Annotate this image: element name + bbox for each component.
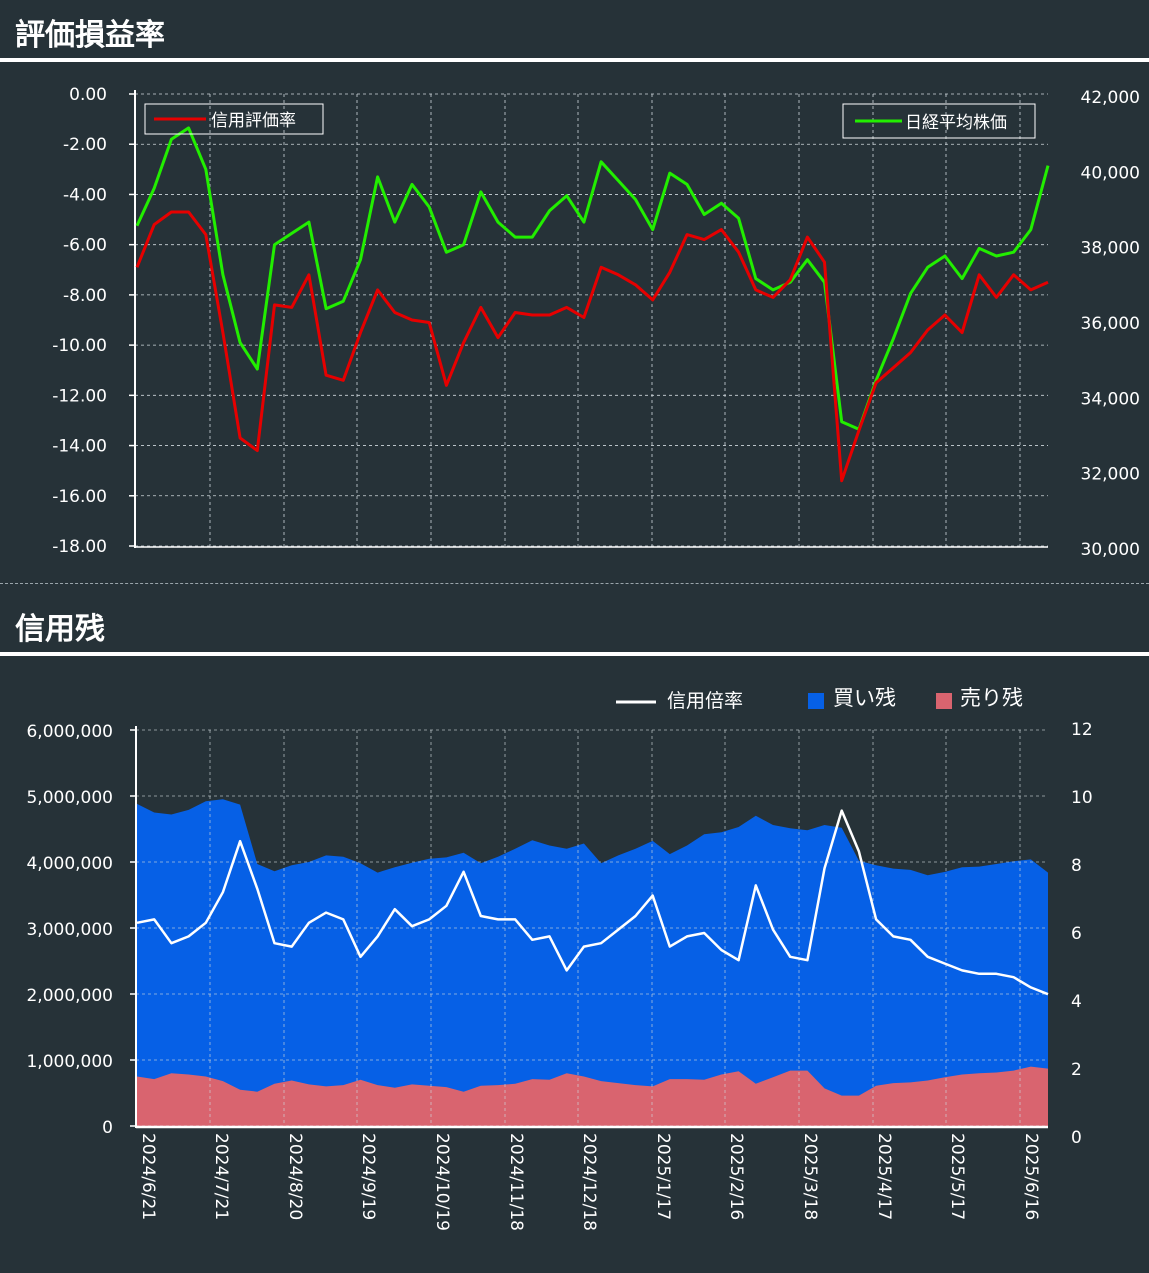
profit-left-tick-label: -4.00 <box>63 185 107 205</box>
profit-left-tick-label: 0.00 <box>69 85 107 105</box>
profit-section-title: 評価損益率 <box>15 18 165 53</box>
legend-nikkei: 日経平均株価 <box>842 103 1036 139</box>
credit-left-tick-label: 6,000,000 <box>26 722 113 742</box>
profit-right-tick-label: 36,000 <box>1081 314 1140 334</box>
credit-x-tick-label: 2024/12/18 <box>579 1133 599 1231</box>
legend-sell-balance: 売り残 <box>936 686 1023 710</box>
credit-x-tick-label: 2025/1/17 <box>653 1133 673 1220</box>
credit-x-tick-label: 2025/5/17 <box>947 1133 967 1220</box>
credit-x-tick-label: 2025/3/18 <box>800 1133 820 1220</box>
margin-rate-series-line <box>135 210 1049 483</box>
profit-section-header: 評価損益率 <box>0 0 1149 62</box>
credit-left-tick-label: 0 <box>102 1118 113 1138</box>
profit-right-tick-label: 32,000 <box>1081 465 1140 485</box>
profit-right-tick-label: 34,000 <box>1081 389 1140 409</box>
legend-buy-balance-swatch <box>808 693 824 709</box>
legend-credit-ratio-label: 信用倍率 <box>667 690 743 712</box>
credit-right-tick-label: 4 <box>1071 992 1082 1012</box>
profit-chart-right-ticks: 42,000 40,000 38,000 36,000 34,000 32,000 30,0… <box>1081 88 1140 560</box>
profit-chart-left-ticks: 0.00 -2.00 -4.00 -6.00 -8.00 -10.00 -12.00 -14.… <box>52 85 135 557</box>
credit-right-tick-label: 10 <box>1071 788 1093 808</box>
legend-margin-rate-label: 信用評価率 <box>211 111 296 131</box>
credit-chart-areas <box>137 799 1048 1126</box>
legend-sell-balance-label: 売り残 <box>960 686 1023 710</box>
profit-chart-lines <box>135 126 1050 483</box>
profit-left-tick-label: -18.00 <box>52 537 107 557</box>
credit-x-tick-label: 2025/4/17 <box>874 1133 894 1220</box>
legend-buy-balance: 買い残 <box>808 686 896 710</box>
profit-left-tick-label: -14.00 <box>52 437 107 457</box>
profit-right-tick-label: 42,000 <box>1081 88 1140 108</box>
legend-nikkei-label: 日経平均株価 <box>905 113 1007 133</box>
credit-balance-chart: 6,000,000 5,000,000 4,000,000 3,000,000 2,00… <box>26 686 1093 1231</box>
profit-right-tick-label: 40,000 <box>1081 163 1140 183</box>
legend-credit-ratio: 信用倍率 <box>616 690 743 712</box>
legend-sell-balance-swatch <box>936 693 952 709</box>
credit-x-tick-label: 2024/8/20 <box>285 1133 305 1220</box>
credit-chart-left-ticks: 6,000,000 5,000,000 4,000,000 3,000,000 2,00… <box>26 722 136 1138</box>
credit-ratio-series-line <box>136 809 1049 996</box>
nikkei-series-line <box>135 126 1050 431</box>
section-divider <box>0 583 1149 584</box>
legend-margin-rate: 信用評価率 <box>144 103 324 135</box>
credit-right-tick-label: 0 <box>1071 1128 1082 1148</box>
profit-chart-axes <box>134 90 1048 548</box>
credit-chart-ratio-line <box>136 809 1049 996</box>
credit-x-tick-label: 2024/11/18 <box>506 1133 526 1231</box>
credit-left-tick-label: 3,000,000 <box>26 920 113 940</box>
legend-buy-balance-label: 買い残 <box>833 686 896 710</box>
balance-section-title: 信用残 <box>15 612 105 647</box>
credit-x-tick-label: 2025/2/16 <box>726 1133 746 1220</box>
profit-rate-chart: 0.00 -2.00 -4.00 -6.00 -8.00 -10.00 -12.00 -14.… <box>52 85 1140 560</box>
credit-left-tick-label: 5,000,000 <box>26 788 113 808</box>
credit-chart-axes <box>135 726 1048 1129</box>
credit-chart-right-ticks: 12 10 8 6 4 2 0 <box>1071 720 1093 1148</box>
balance-section-header: 信用残 <box>0 594 1149 656</box>
profit-left-tick-label: -6.00 <box>63 236 107 256</box>
profit-left-tick-label: -2.00 <box>63 135 107 155</box>
credit-right-tick-label: 8 <box>1071 856 1082 876</box>
profit-left-tick-label: -8.00 <box>63 286 107 306</box>
credit-x-tick-label: 2024/7/21 <box>211 1133 231 1220</box>
credit-right-tick-label: 6 <box>1071 924 1082 944</box>
credit-x-tick-label: 2025/6/16 <box>1021 1133 1041 1220</box>
credit-right-tick-label: 2 <box>1071 1060 1082 1080</box>
buy-balance-area <box>137 799 1048 1126</box>
credit-x-tick-label: 2024/6/21 <box>138 1133 158 1220</box>
credit-left-tick-label: 4,000,000 <box>26 854 113 874</box>
credit-x-tick-label: 2024/10/19 <box>432 1133 452 1231</box>
credit-x-tick-label: 2024/9/19 <box>358 1133 378 1220</box>
credit-chart-x-ticks: 2024/6/21 2024/7/21 2024/8/20 2024/9/19 2024… <box>138 1133 1041 1231</box>
profit-right-tick-label: 30,000 <box>1081 540 1140 560</box>
credit-left-tick-label: 1,000,000 <box>26 1052 113 1072</box>
credit-left-tick-label: 2,000,000 <box>26 986 113 1006</box>
credit-right-tick-label: 12 <box>1071 720 1093 740</box>
profit-left-tick-label: -10.00 <box>52 336 107 356</box>
profit-right-tick-label: 38,000 <box>1081 239 1140 259</box>
profit-left-tick-label: -12.00 <box>52 386 107 406</box>
sell-balance-area <box>137 1066 1048 1126</box>
profit-left-tick-label: -16.00 <box>52 487 107 507</box>
